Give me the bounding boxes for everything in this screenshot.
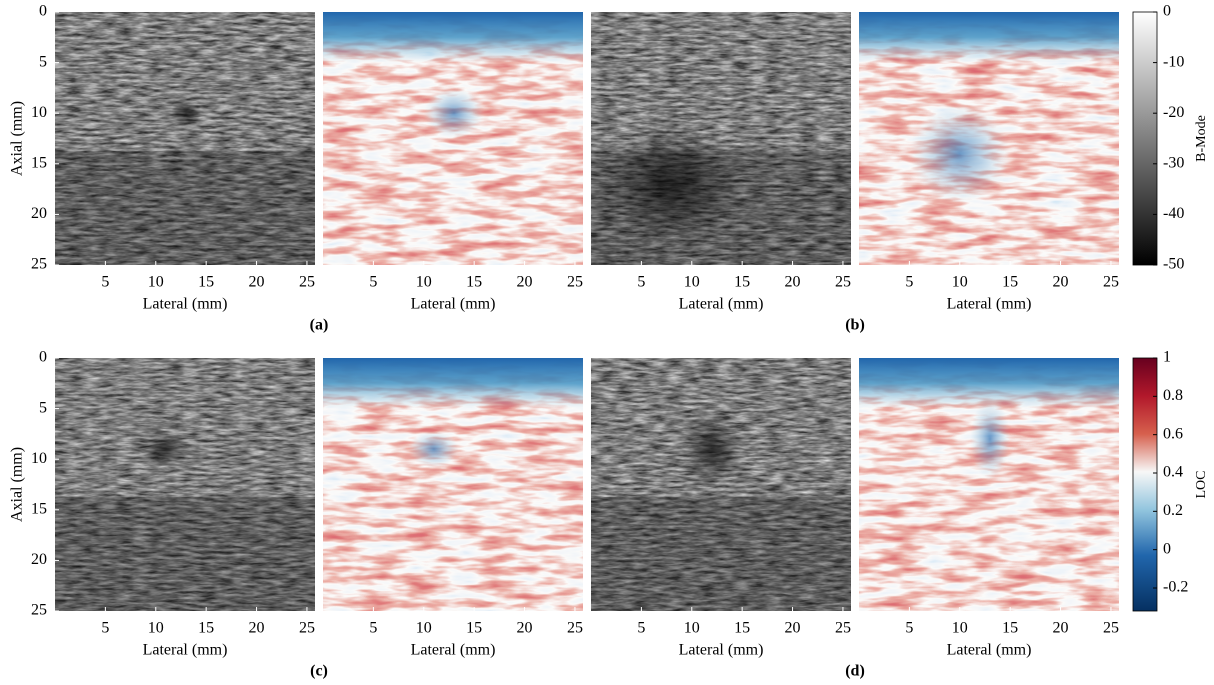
x-tick-label: 20 (517, 274, 533, 291)
x-tick-label: 15 (1002, 620, 1018, 637)
x-tick-label: 25 (299, 620, 315, 637)
x-tick-label: 10 (148, 620, 164, 637)
figure: 510152025Lateral (mm)510152025Lateral (m… (0, 0, 1214, 685)
x-tick-label: 20 (517, 620, 533, 637)
x-tick-label: 20 (1053, 274, 1069, 291)
loc-map (323, 12, 583, 265)
y-tick-label: 10 (31, 104, 47, 121)
y-tick-label: 5 (39, 399, 47, 416)
x-tick-label: 25 (567, 620, 583, 637)
colorbar-tick-label: -30 (1163, 154, 1184, 171)
colorbar-label: LOC (1194, 471, 1209, 499)
x-axis-label: Lateral (mm) (143, 642, 228, 659)
y-tick-label: 0 (39, 349, 47, 366)
x-tick-label: 5 (101, 620, 109, 637)
bmode-image (55, 358, 315, 611)
y-tick-label: 25 (31, 256, 47, 273)
x-axis-label: Lateral (mm) (947, 642, 1032, 659)
x-tick-label: 20 (785, 274, 801, 291)
colorbar-tick-label: 0 (1163, 540, 1171, 557)
x-axis-label: Lateral (mm) (947, 296, 1032, 313)
x-tick-label: 15 (734, 620, 750, 637)
x-tick-label: 5 (369, 274, 377, 291)
x-tick-label: 15 (1002, 274, 1018, 291)
y-tick-label: 20 (31, 205, 47, 222)
page: {"figure": { "axial_label": "Axial (mm)"… (0, 0, 1214, 685)
colorbar-tick-label: 1 (1163, 349, 1171, 366)
x-tick-label: 25 (835, 274, 851, 291)
x-tick-label: 5 (637, 620, 645, 637)
x-tick-label: 25 (835, 620, 851, 637)
x-tick-label: 10 (416, 274, 432, 291)
x-tick-label: 5 (905, 620, 913, 637)
colorbar-tick-label: -0.2 (1163, 579, 1188, 596)
colorbar-tick-label: -10 (1163, 53, 1184, 70)
x-axis-label: Lateral (mm) (143, 296, 228, 313)
x-tick-label: 10 (416, 620, 432, 637)
y-axis-label: Axial (mm) (9, 101, 26, 176)
x-tick-label: 10 (952, 620, 968, 637)
colorbar-tick-label: 0 (1163, 3, 1171, 20)
y-tick-label: 5 (39, 53, 47, 70)
colorbar-tick-label: 0.8 (1163, 387, 1183, 404)
x-tick-label: 25 (299, 274, 315, 291)
x-tick-label: 20 (249, 274, 265, 291)
colorbar-tick-label: -40 (1163, 205, 1184, 222)
x-tick-label: 25 (567, 274, 583, 291)
y-tick-label: 25 (31, 602, 47, 619)
x-tick-label: 10 (684, 620, 700, 637)
panel-caption: (d) (845, 663, 865, 680)
x-tick-label: 15 (466, 274, 482, 291)
x-tick-label: 25 (1103, 274, 1119, 291)
panel-caption: (a) (310, 317, 329, 334)
x-tick-label: 15 (198, 620, 214, 637)
y-tick-label: 20 (31, 551, 47, 568)
x-tick-label: 10 (148, 274, 164, 291)
loc-map (859, 12, 1119, 265)
x-tick-label: 20 (1053, 620, 1069, 637)
colorbar-tick-label: 0.2 (1163, 502, 1183, 519)
y-tick-label: 15 (31, 154, 47, 171)
x-axis-label: Lateral (mm) (411, 296, 496, 313)
x-tick-label: 25 (1103, 620, 1119, 637)
x-tick-label: 5 (905, 274, 913, 291)
x-axis-label: Lateral (mm) (679, 296, 764, 313)
x-tick-label: 5 (369, 620, 377, 637)
x-tick-label: 15 (734, 274, 750, 291)
y-tick-label: 15 (31, 500, 47, 517)
y-axis-label: Axial (mm) (9, 447, 26, 522)
loc-map (323, 358, 583, 611)
x-tick-label: 20 (785, 620, 801, 637)
colorbar-tick-label: -50 (1163, 256, 1184, 273)
colorbar-label: B-Mode (1194, 115, 1209, 162)
y-tick-label: 10 (31, 450, 47, 467)
x-tick-label: 5 (101, 274, 109, 291)
x-tick-label: 5 (637, 274, 645, 291)
loc-map (859, 358, 1119, 611)
panel-caption: (c) (310, 663, 328, 680)
x-tick-label: 10 (684, 274, 700, 291)
bmode-image (591, 358, 851, 611)
x-tick-label: 10 (952, 274, 968, 291)
x-axis-label: Lateral (mm) (411, 642, 496, 659)
bmode-image (591, 12, 851, 265)
y-tick-label: 0 (39, 3, 47, 20)
colorbar-tick-label: 0.4 (1163, 464, 1183, 481)
x-axis-label: Lateral (mm) (679, 642, 764, 659)
x-tick-label: 20 (249, 620, 265, 637)
x-tick-label: 15 (198, 274, 214, 291)
colorbar (1133, 12, 1157, 265)
colorbar-tick-label: -20 (1163, 104, 1184, 121)
x-tick-label: 15 (466, 620, 482, 637)
panel-caption: (b) (845, 317, 865, 334)
bmode-image (55, 12, 315, 265)
colorbar-tick-label: 0.6 (1163, 425, 1183, 442)
